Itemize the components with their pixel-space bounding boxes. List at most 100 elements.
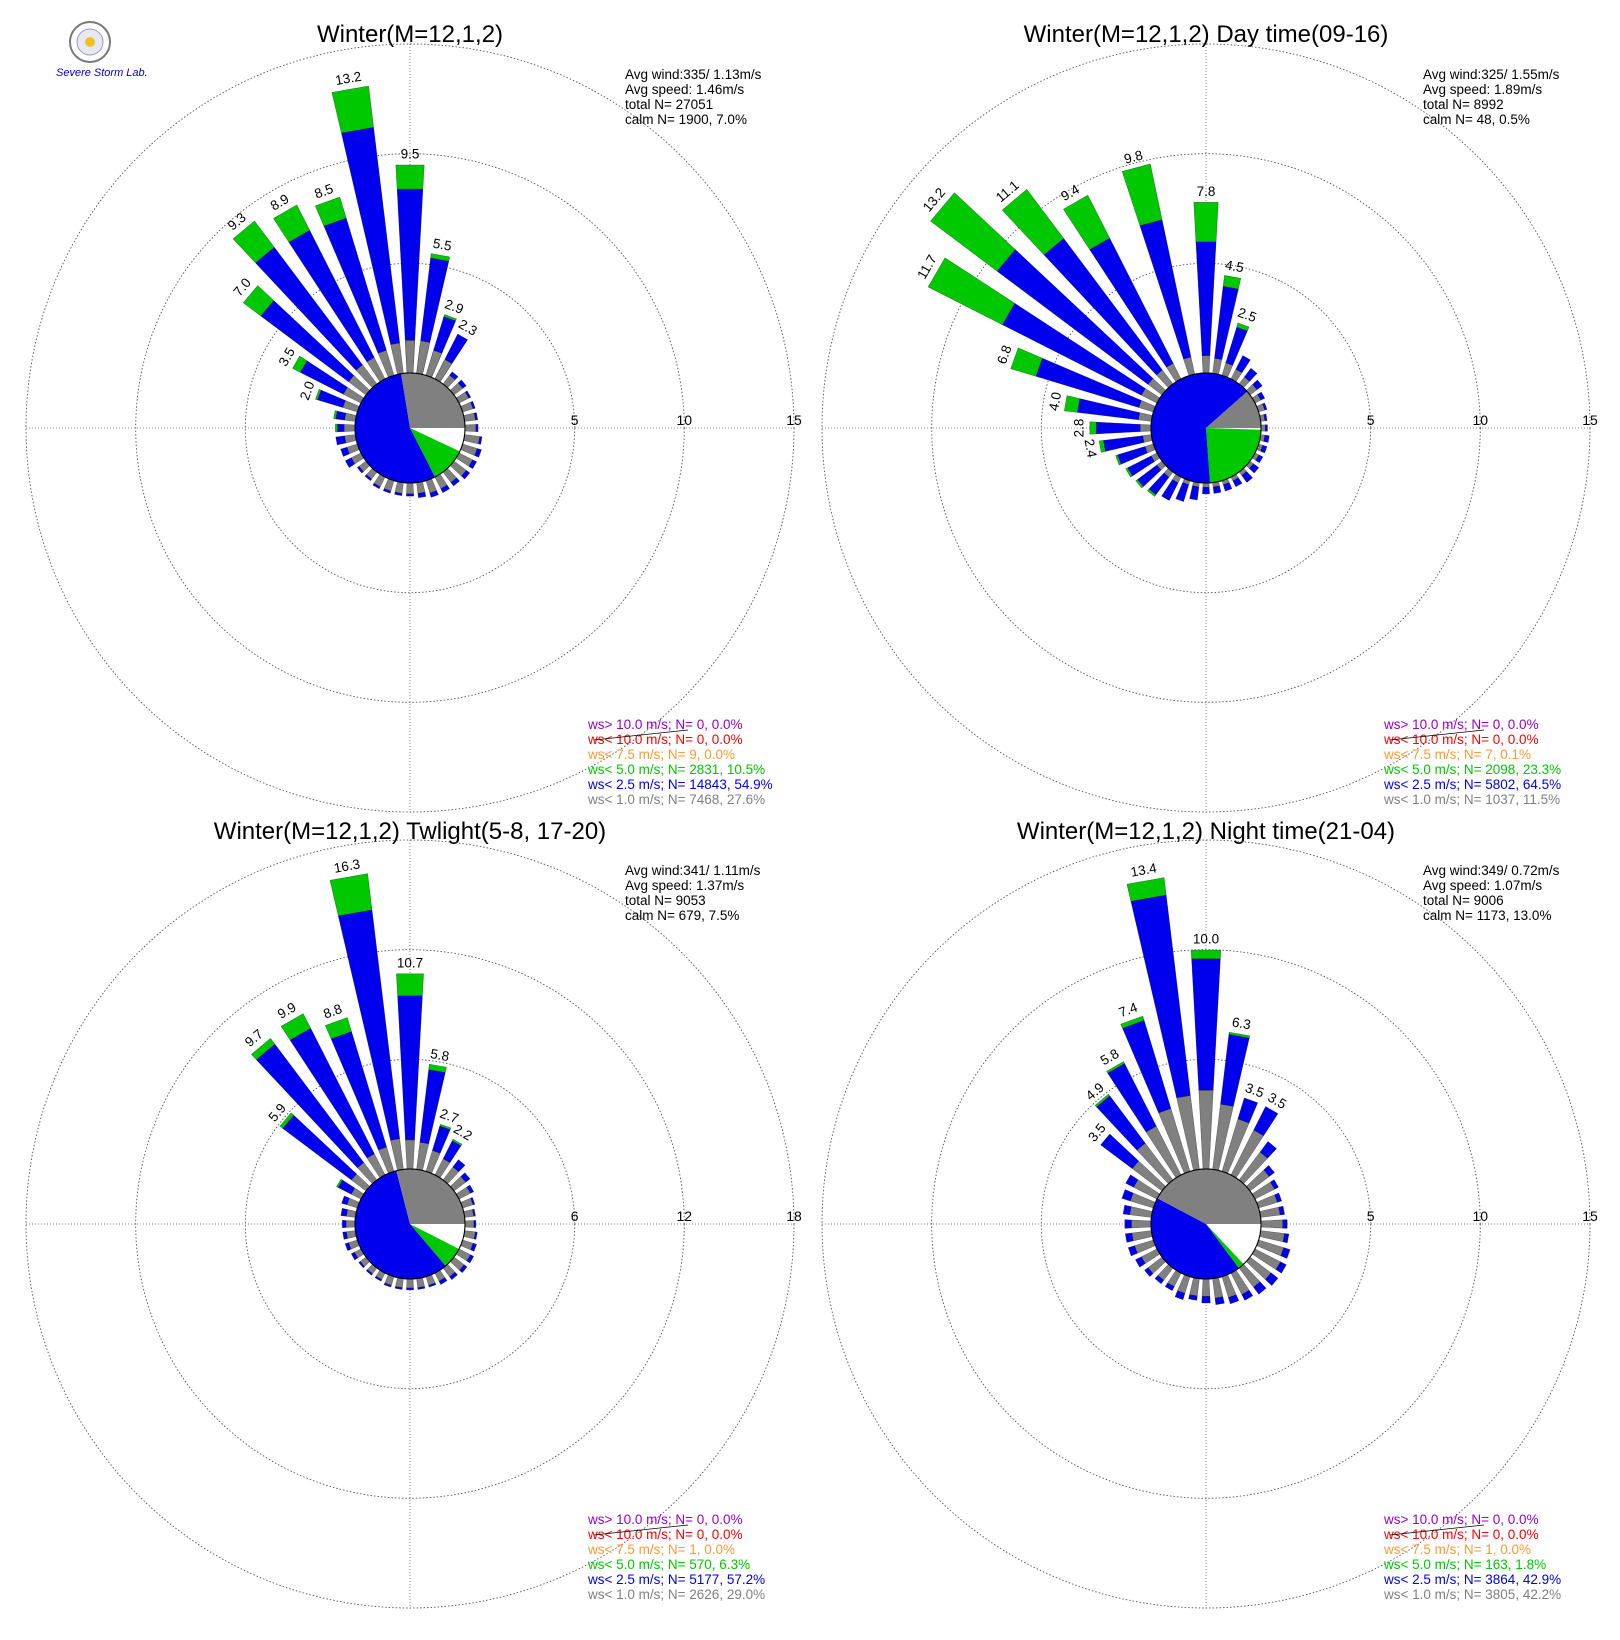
bar-segment-ws-lt-2-5 [358,1261,365,1268]
legend-entry: ws< 2.5 m/s; N= 5177, 57.2% [587,1572,765,1587]
bar-segment-ws-lt-2-5 [1189,485,1200,501]
bar-value-label: 6.3 [1231,1014,1252,1032]
direction-bar: 8.5 [312,181,395,378]
direction-bar [1246,1165,1275,1192]
stats-line: Avg speed: 1.89m/s [1423,82,1542,97]
bar-segment-ws-lt-5 [1125,467,1133,478]
bar-segment-ws-lt-2-5 [337,423,345,433]
direction-bar [1230,1269,1253,1301]
wind-rose-panel: Winter(M=12,1,2) Day time(09-16) 5 10 15 2.5… [821,21,1598,813]
bar-segment-ws-lt-1 [1221,362,1233,378]
direction-bar [344,1239,360,1251]
bar-segment-ws-lt-2-5 [364,474,372,481]
radial-tick-label: 10 [1473,1208,1489,1224]
direction-bar [1260,1219,1288,1229]
bar-segment-ws-lt-1 [1259,1206,1281,1218]
bar-value-label: 8.5 [312,181,335,202]
direction-bar [434,473,450,493]
legend-entry: ws< 5.0 m/s; N= 163, 1.8% [1383,1557,1546,1572]
bar-segment-ws-lt-2-5 [417,1286,426,1290]
radial-tick-label: 12 [677,1208,693,1224]
bar-segment-ws-lt-2-5 [438,1277,448,1285]
bar-segment-ws-lt-2-5 [335,410,346,421]
panel-title: Winter(M=12,1,2) [317,21,503,48]
stats-line: calm N= 1900, 7.0% [625,112,747,127]
bar-segment-ws-lt-2-5 [449,1272,458,1280]
bar-value-label: 9.8 [1122,147,1144,166]
bar-segment-ws-lt-5 [1121,163,1163,226]
direction-bar [1125,1230,1153,1243]
bar-segment-ws-lt-2-5 [432,1125,451,1154]
bar-segment-ws-lt-2-5 [344,1242,352,1251]
bar-value-label: 13.4 [1129,860,1158,879]
bar-segment-ws-lt-2-5 [1165,1282,1175,1291]
bar-segment-ws-lt-1 [463,1209,474,1218]
bar-segment-ws-lt-2-5 [1100,1133,1139,1169]
direction-bar [460,1197,476,1209]
legend-entry: ws< 5.0 m/s; N= 570, 6.3% [587,1557,750,1572]
legend-entry: ws< 7.5 m/s; N= 1, 0.0% [587,1542,735,1557]
direction-bar [1125,1174,1161,1200]
stats-line: Avg wind:335/ 1.13m/s [625,67,762,82]
bar-segment-ws-lt-5 [452,1138,463,1146]
direction-bar [1154,1264,1174,1284]
bar-segment-ws-lt-1 [1138,400,1156,413]
bar-segment-ws-lt-2-5 [1260,445,1268,454]
bar-segment-ws-lt-1 [405,1139,415,1170]
calm-speed-pie [354,372,466,484]
bar-segment-ws-lt-2-5 [1202,487,1210,495]
bar-segment-ws-lt-2-5 [473,1220,477,1228]
direction-bar: 6.3 [1212,1014,1252,1171]
direction-bar [1124,1219,1152,1229]
bar-segment-ws-lt-2-5 [460,1172,471,1183]
direction-bar [351,1248,365,1261]
radial-tick-label: 10 [1473,412,1489,428]
bar-segment-ws-lt-2-5 [470,1243,477,1252]
wind-rose-panel: Winter(M=12,1,2) Twlight(5-8, 17-20)6 12 1… [25,818,802,1609]
legend-entry: ws> 10.0 m/s; N= 0, 0.0% [1383,717,1539,732]
bar-segment-ws-lt-2-5 [1135,1256,1146,1268]
bar-segment-ws-lt-5 [1126,877,1167,902]
bar-value-label: 7.4 [1117,1000,1140,1021]
bar-segment-ws-lt-1 [1260,1219,1283,1229]
direction-bar [406,1278,414,1291]
legend-entry: ws< 7.5 m/s; N= 7, 0.1% [1383,747,1531,762]
bar-segment-ws-lt-1 [343,424,356,432]
bar-segment-ws-lt-2-5 [1252,379,1263,390]
bar-segment-ws-lt-5 [1001,189,1064,256]
bar-segment-ws-lt-2-5 [1125,1232,1134,1243]
bar-segment-ws-lt-5 [273,204,310,243]
bar-value-label: 4.0 [1046,391,1064,412]
pie-slice-ws-lt-5 [1206,1224,1244,1269]
bar-segment-ws-lt-5 [1098,440,1106,453]
direction-bar [416,481,427,498]
legend-entry: ws< 1.0 m/s; N= 7468, 27.6% [587,792,765,807]
bar-segment-ws-lt-5 [1228,1032,1250,1039]
bar-segment-ws-lt-5 [439,1124,452,1130]
bar-segment-ws-lt-5 [335,423,338,433]
bar-segment-ws-lt-5 [1106,1061,1125,1074]
legend-entry: ws< 10.0 m/s; N= 0, 0.0% [587,1527,743,1542]
stats-line: Avg speed: 1.07m/s [1423,878,1542,893]
direction-bar [335,434,357,446]
pie-slice-ws-lt-2-5 [355,373,435,483]
bar-segment-ws-lt-2-5 [1228,1294,1239,1305]
direction-bar [1174,1274,1191,1300]
bar-segment-ws-lt-2-5 [341,1195,350,1205]
bar-segment-ws-lt-2-5 [452,1159,466,1172]
direction-bar [1251,452,1264,463]
direction-bar [1259,413,1268,422]
bar-segment-ws-lt-2-5 [1220,1034,1250,1107]
bar-segment-ws-lt-5 [443,314,457,322]
legend-entry: ws< 5.0 m/s; N= 2098, 23.3% [1383,762,1561,777]
bar-segment-ws-lt-1 [463,1230,476,1240]
bar-segment-ws-lt-5 [292,355,308,373]
seal-emblem [85,37,95,47]
bar-segment-ws-lt-2-5 [466,1254,474,1264]
bar-segment-ws-lt-2-5 [1241,1290,1253,1301]
bar-segment-ws-lt-2-5 [342,1220,347,1228]
bar-segment-ws-lt-5 [1191,949,1221,959]
bar-segment-ws-lt-2-5 [1232,477,1243,487]
direction-bar [345,452,365,468]
